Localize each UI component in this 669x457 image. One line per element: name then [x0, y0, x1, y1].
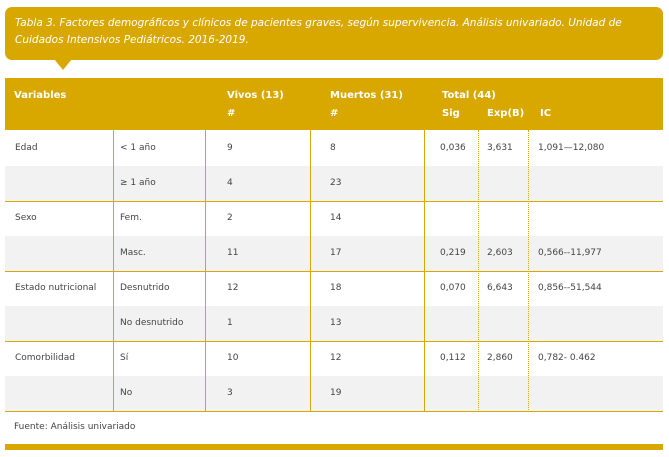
header-variables: Variables	[14, 90, 67, 101]
cell-sig: 0,036	[440, 143, 466, 153]
cell-muertos: 18	[330, 283, 342, 293]
header-muertos: Muertos (31)	[330, 90, 403, 101]
table-row: Comorbilidad Sí 10 12 0,112 2,860 0,782- 0.462	[5, 341, 663, 376]
cell-vivos: 12	[227, 283, 239, 293]
header-total: Total (44)	[442, 90, 496, 101]
table-row: ≥ 1 año 4 23	[5, 166, 663, 201]
cell-muertos: 8	[330, 143, 336, 153]
cell-vivos: 11	[227, 248, 239, 258]
cell-sig: 0,112	[440, 353, 466, 363]
cell-vivos: 10	[227, 353, 239, 363]
cell-expb: 6,643	[487, 283, 513, 293]
table-row: Edad < 1 año 9 8 0,036 3,631 1,091—12,080	[5, 131, 663, 166]
cell-sig: 0,219	[440, 248, 466, 258]
table-row: No 3 19	[5, 376, 663, 411]
table-row: Sexo Fem. 2 14	[5, 201, 663, 236]
group-divider	[5, 341, 663, 342]
header-muertos-sub: #	[330, 108, 339, 119]
cell-ic: 0,566--11,977	[538, 248, 602, 258]
header-expb: Exp(B)	[487, 108, 525, 119]
table-row: No desnutrido 1 13	[5, 306, 663, 341]
cell-expb: 2,603	[487, 248, 513, 258]
cell-vivos: 1	[227, 318, 233, 328]
cell-category: ≥ 1 año	[120, 178, 156, 188]
header-ic: IC	[540, 108, 552, 119]
cell-category: No	[120, 388, 133, 398]
cell-muertos: 17	[330, 248, 342, 258]
footer-bar	[5, 444, 663, 450]
cell-category: Fem.	[120, 213, 142, 223]
cell-vivos: 9	[227, 143, 233, 153]
header-sig: Sig	[442, 108, 460, 119]
cell-muertos: 23	[330, 178, 342, 188]
cell-vivos: 4	[227, 178, 233, 188]
cell-vivos: 3	[227, 388, 233, 398]
cell-category: < 1 año	[120, 143, 156, 153]
cell-muertos: 14	[330, 213, 342, 223]
header-vivos-sub: #	[227, 108, 236, 119]
cell-muertos: 12	[330, 353, 342, 363]
cell-ic: 0,782- 0.462	[538, 353, 596, 363]
cell-variable: Sexo	[15, 213, 37, 223]
cell-vivos: 2	[227, 213, 233, 223]
cell-sig: 0,070	[440, 283, 466, 293]
cell-variable: Estado nutricional	[15, 283, 97, 293]
source-note: Fuente: Análisis univariado	[14, 422, 136, 432]
cell-category: No desnutrido	[120, 318, 184, 328]
cell-ic: 0,856--51,544	[538, 283, 602, 293]
caption-pointer	[54, 59, 72, 70]
group-divider	[5, 201, 663, 202]
table-header: Variables Vivos (13) Muertos (31) Total …	[5, 78, 663, 130]
cell-muertos: 19	[330, 388, 342, 398]
cell-variable: Edad	[15, 143, 38, 153]
table-bottom-border	[5, 411, 663, 412]
cell-category: Masc.	[120, 248, 146, 258]
cell-category: Sí	[120, 353, 129, 363]
table-row: Masc. 11 17 0,219 2,603 0,566--11,977	[5, 236, 663, 271]
cell-ic: 1,091—12,080	[538, 143, 605, 153]
cell-expb: 3,631	[487, 143, 513, 153]
cell-variable: Comorbilidad	[15, 353, 75, 363]
cell-expb: 2,860	[487, 353, 513, 363]
header-vivos: Vivos (13)	[227, 90, 284, 101]
table-row: Estado nutricional Desnutrido 12 18 0,070 6,6…	[5, 271, 663, 306]
table-caption: Tabla 3. Factores demográficos y clínico…	[5, 7, 663, 60]
cell-muertos: 13	[330, 318, 342, 328]
cell-category: Desnutrido	[120, 283, 170, 293]
group-divider	[5, 271, 663, 272]
